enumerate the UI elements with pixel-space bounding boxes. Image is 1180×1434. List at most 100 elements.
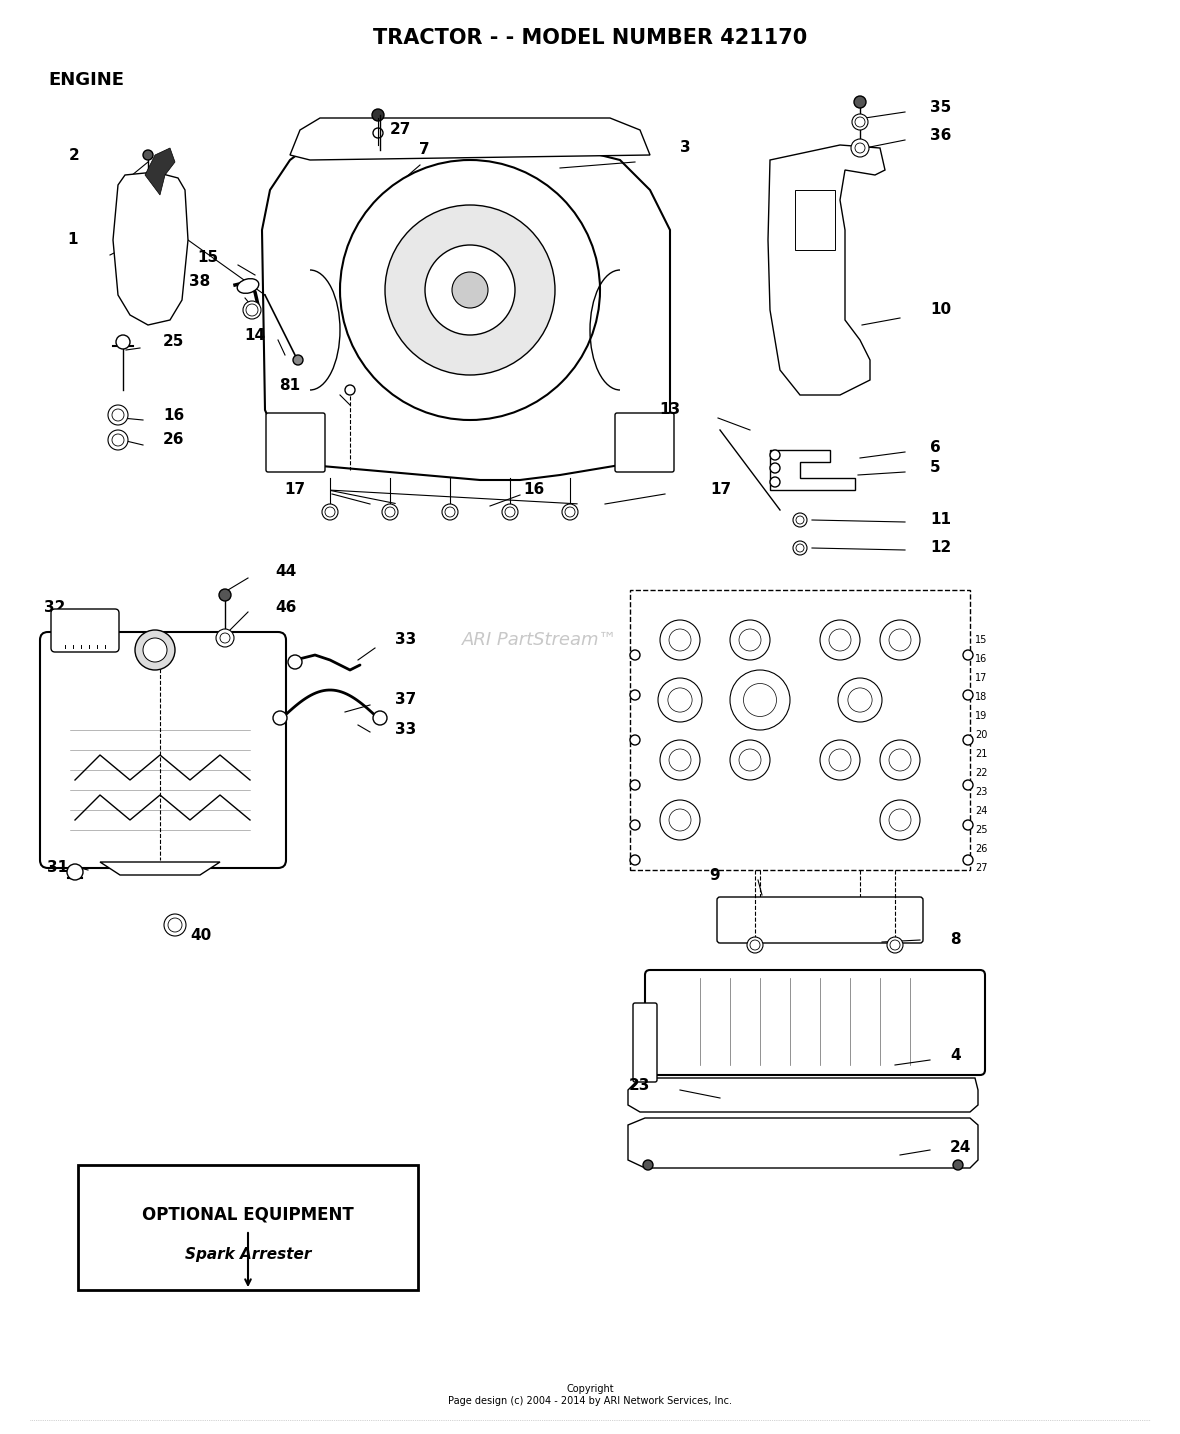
Text: 37: 37: [395, 693, 417, 707]
Circle shape: [322, 503, 337, 521]
Circle shape: [820, 740, 860, 780]
Text: 16: 16: [975, 654, 988, 664]
Polygon shape: [290, 118, 650, 161]
Circle shape: [630, 650, 640, 660]
Circle shape: [669, 630, 691, 651]
Circle shape: [796, 543, 804, 552]
Circle shape: [216, 630, 234, 647]
Circle shape: [630, 780, 640, 790]
Circle shape: [730, 670, 789, 730]
Circle shape: [442, 503, 458, 521]
Circle shape: [219, 589, 231, 601]
Circle shape: [771, 478, 780, 488]
Text: 24: 24: [975, 806, 988, 816]
Text: 29: 29: [189, 1173, 211, 1187]
Circle shape: [963, 855, 973, 865]
Text: 19: 19: [975, 711, 988, 721]
Circle shape: [288, 655, 302, 670]
Text: 17: 17: [710, 482, 732, 498]
Circle shape: [116, 336, 130, 348]
Text: 46: 46: [275, 601, 296, 615]
Text: 6: 6: [930, 440, 940, 456]
Text: 27: 27: [391, 122, 412, 138]
Polygon shape: [628, 1078, 978, 1111]
Circle shape: [425, 245, 514, 336]
Circle shape: [856, 118, 865, 128]
Circle shape: [340, 161, 599, 420]
Text: TRACTOR - - MODEL NUMBER 421170: TRACTOR - - MODEL NUMBER 421170: [373, 29, 807, 47]
Text: 18: 18: [975, 693, 988, 703]
Polygon shape: [100, 862, 219, 875]
Circle shape: [730, 619, 771, 660]
Circle shape: [385, 508, 395, 518]
Polygon shape: [628, 1119, 978, 1169]
Circle shape: [373, 128, 384, 138]
Text: Spark Arrester: Spark Arrester: [185, 1248, 312, 1262]
Text: 81: 81: [278, 377, 300, 393]
Circle shape: [67, 865, 83, 880]
Circle shape: [830, 749, 851, 771]
Circle shape: [630, 736, 640, 746]
Text: 23: 23: [629, 1077, 650, 1093]
FancyBboxPatch shape: [51, 609, 119, 652]
Circle shape: [887, 936, 903, 954]
Text: 10: 10: [930, 303, 951, 317]
Circle shape: [164, 913, 186, 936]
Text: 31: 31: [47, 860, 68, 876]
Circle shape: [854, 96, 866, 108]
Text: OPTIONAL EQUIPMENT: OPTIONAL EQUIPMENT: [142, 1206, 354, 1225]
Text: 12: 12: [930, 541, 951, 555]
Text: 24: 24: [950, 1140, 971, 1156]
FancyBboxPatch shape: [630, 589, 970, 870]
Circle shape: [245, 304, 258, 315]
Circle shape: [880, 619, 920, 660]
Text: 3: 3: [680, 141, 690, 155]
Circle shape: [112, 435, 124, 446]
Text: 22: 22: [975, 769, 988, 779]
Circle shape: [668, 688, 693, 713]
Polygon shape: [113, 172, 188, 326]
FancyBboxPatch shape: [795, 189, 835, 250]
Circle shape: [793, 513, 807, 528]
Circle shape: [445, 508, 455, 518]
Text: 11: 11: [930, 512, 951, 528]
Polygon shape: [145, 148, 175, 195]
Circle shape: [669, 749, 691, 771]
Circle shape: [565, 508, 575, 518]
Circle shape: [372, 109, 384, 120]
Circle shape: [963, 736, 973, 746]
Circle shape: [505, 508, 514, 518]
Circle shape: [851, 139, 868, 156]
Text: 8: 8: [950, 932, 961, 948]
Circle shape: [658, 678, 702, 721]
Text: 20: 20: [975, 730, 988, 740]
Circle shape: [660, 800, 700, 840]
Circle shape: [838, 678, 881, 721]
FancyBboxPatch shape: [78, 1164, 418, 1291]
Circle shape: [630, 855, 640, 865]
Circle shape: [452, 272, 489, 308]
Text: 32: 32: [44, 601, 65, 615]
Circle shape: [385, 205, 555, 376]
Circle shape: [793, 541, 807, 555]
Text: 40: 40: [190, 928, 211, 942]
FancyBboxPatch shape: [266, 413, 324, 472]
Text: ENGINE: ENGINE: [48, 72, 124, 89]
Text: 15: 15: [975, 635, 988, 645]
Circle shape: [963, 650, 973, 660]
Text: 7: 7: [419, 142, 430, 158]
Circle shape: [880, 740, 920, 780]
Polygon shape: [771, 450, 856, 490]
Circle shape: [796, 516, 804, 523]
Text: 16: 16: [163, 407, 184, 423]
Circle shape: [771, 450, 780, 460]
Polygon shape: [768, 145, 885, 394]
Text: 17: 17: [975, 673, 988, 683]
Circle shape: [562, 503, 578, 521]
Circle shape: [143, 151, 153, 161]
Circle shape: [660, 619, 700, 660]
Circle shape: [889, 809, 911, 830]
Circle shape: [109, 430, 127, 450]
FancyBboxPatch shape: [40, 632, 286, 868]
Circle shape: [963, 690, 973, 700]
